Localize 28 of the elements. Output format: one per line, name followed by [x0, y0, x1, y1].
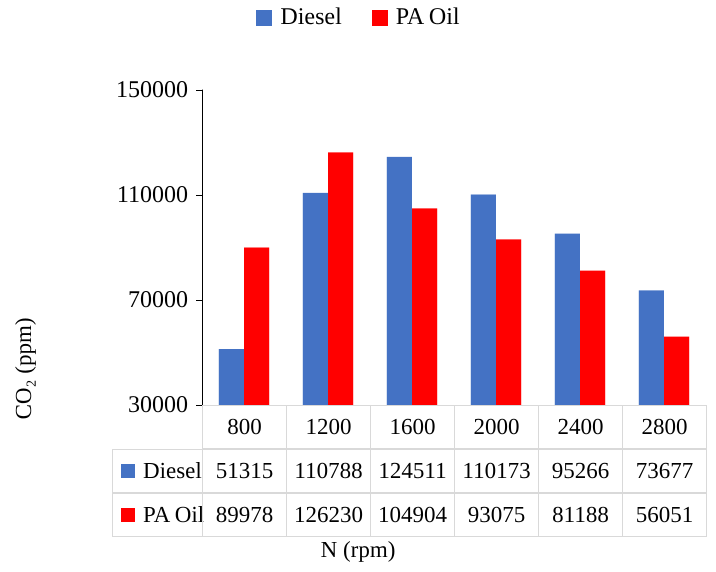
x-tick-label: 2000: [474, 414, 520, 440]
data-label: 73677: [636, 458, 694, 484]
legend-label: PA Oil: [396, 4, 460, 31]
y-axis-title: CO₂ (ppm): [11, 317, 36, 420]
x-tick-label: 2400: [558, 414, 604, 440]
text: Diesel: [143, 458, 202, 483]
x-tick-label: 2800: [642, 414, 688, 440]
y-tick-label: 30000: [128, 392, 188, 418]
data-label: 124511: [378, 458, 447, 484]
data-label: 56051: [636, 502, 694, 528]
data-label: 95266: [552, 458, 610, 484]
data-label: 51315: [216, 458, 274, 484]
y-tick-label: 150000: [116, 77, 188, 103]
legend-label: Diesel: [280, 4, 342, 31]
y-tick-label: 70000: [128, 287, 188, 313]
data-label: 89978: [216, 502, 274, 528]
data-label: 126230: [294, 502, 363, 528]
y-tick-label: 110000: [116, 182, 188, 208]
data-label: 110173: [462, 458, 531, 484]
x-tick-label: 1600: [390, 414, 436, 440]
data-label: 81188: [552, 502, 609, 528]
x-tick-label: 1200: [306, 414, 352, 440]
data-label: 93075: [468, 502, 526, 528]
data-label: 104904: [378, 502, 447, 528]
data-label: 110788: [294, 458, 363, 484]
x-axis-title: N (rpm): [320, 537, 396, 562]
x-tick-label: 800: [227, 414, 262, 440]
text: PA Oil: [143, 502, 204, 527]
